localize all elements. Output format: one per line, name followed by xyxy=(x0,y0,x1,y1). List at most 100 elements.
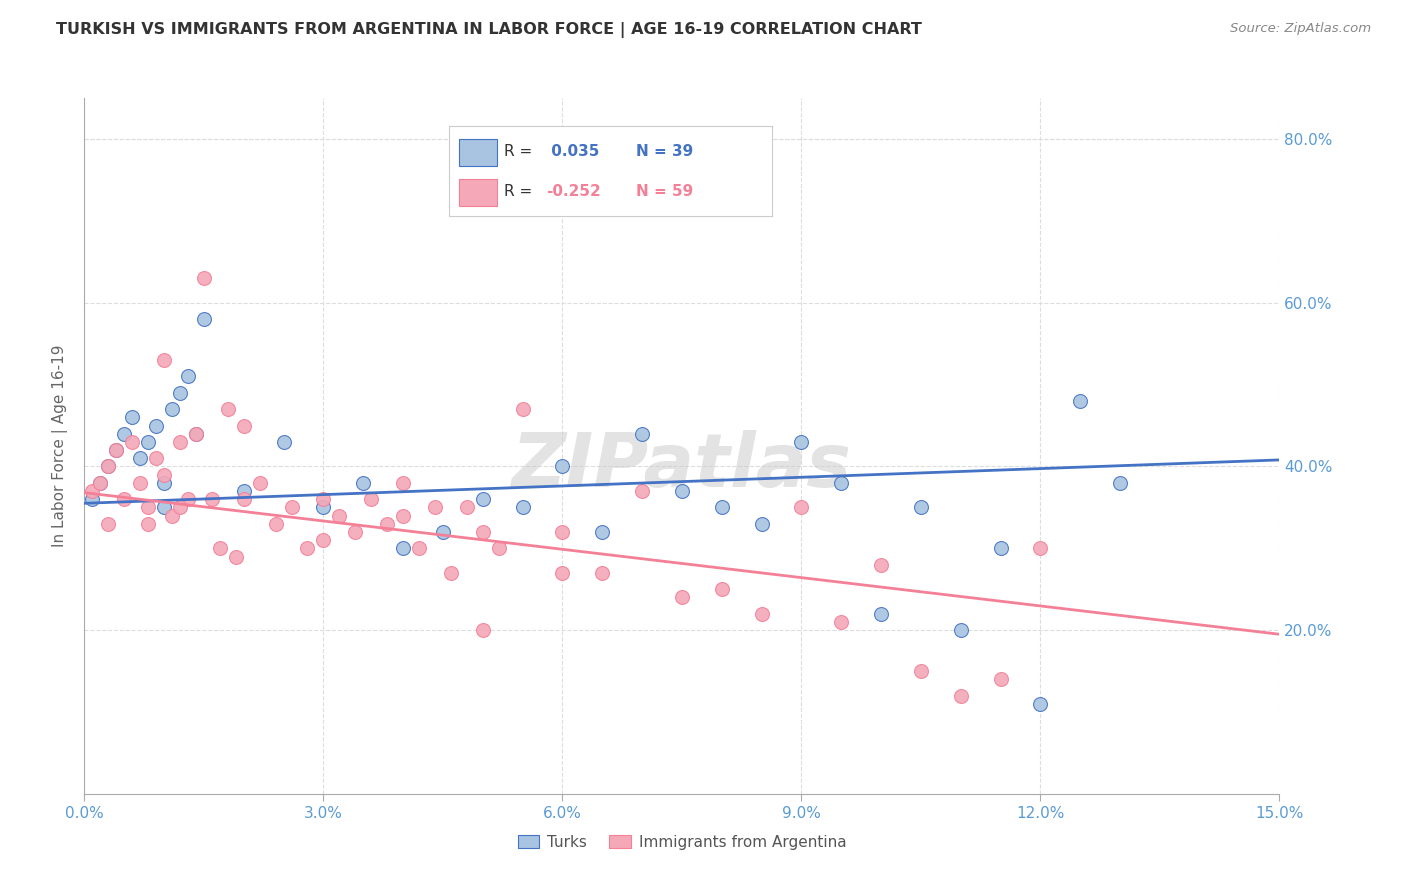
Point xyxy=(751,607,773,621)
Point xyxy=(184,426,207,441)
Point xyxy=(153,353,176,368)
Point xyxy=(990,673,1012,687)
Point xyxy=(1029,541,1052,556)
Point xyxy=(136,500,159,515)
Point xyxy=(990,541,1012,556)
Point xyxy=(121,410,143,425)
Point xyxy=(830,615,852,629)
Legend: Turks, Immigrants from Argentina: Turks, Immigrants from Argentina xyxy=(512,829,852,855)
Point xyxy=(232,483,254,498)
Point xyxy=(352,475,374,490)
Point xyxy=(145,418,167,433)
Point xyxy=(949,689,972,703)
Point xyxy=(97,516,120,531)
Point xyxy=(551,459,574,474)
Point xyxy=(456,500,478,515)
Point xyxy=(344,524,367,539)
Point xyxy=(790,500,813,515)
Point xyxy=(710,500,733,515)
Point xyxy=(136,516,159,531)
Point xyxy=(312,533,335,548)
Point xyxy=(591,566,613,580)
Point xyxy=(169,434,191,449)
Point xyxy=(160,402,183,417)
Point xyxy=(153,500,176,515)
Point xyxy=(153,475,176,490)
Point xyxy=(328,508,350,523)
Point xyxy=(225,549,247,564)
Point xyxy=(217,402,239,417)
Point xyxy=(112,492,135,507)
Point xyxy=(169,500,191,515)
Point xyxy=(105,443,128,458)
Point xyxy=(910,664,932,678)
Point xyxy=(121,434,143,449)
Point xyxy=(870,607,893,621)
Point xyxy=(870,558,893,572)
Point xyxy=(208,541,231,556)
Point xyxy=(631,426,654,441)
Point xyxy=(949,623,972,637)
Point xyxy=(392,475,415,490)
Text: Source: ZipAtlas.com: Source: ZipAtlas.com xyxy=(1230,22,1371,36)
Point xyxy=(392,508,415,523)
Point xyxy=(471,524,494,539)
Point xyxy=(160,508,183,523)
Point xyxy=(97,459,120,474)
Point xyxy=(312,492,335,507)
Point xyxy=(375,516,398,531)
Point xyxy=(1029,697,1052,711)
Point xyxy=(232,418,254,433)
Y-axis label: In Labor Force | Age 16-19: In Labor Force | Age 16-19 xyxy=(52,344,67,548)
Point xyxy=(177,369,200,384)
Point xyxy=(830,475,852,490)
Point xyxy=(1109,475,1132,490)
Point xyxy=(471,492,494,507)
Point xyxy=(193,312,215,326)
Point xyxy=(193,271,215,285)
Point xyxy=(201,492,224,507)
Point xyxy=(232,492,254,507)
Point xyxy=(591,524,613,539)
Point xyxy=(264,516,287,531)
Point xyxy=(408,541,430,556)
Point xyxy=(710,582,733,597)
Point xyxy=(145,451,167,466)
Point xyxy=(790,434,813,449)
Point xyxy=(273,434,295,449)
Point xyxy=(512,402,534,417)
Point xyxy=(97,459,120,474)
Point xyxy=(392,541,415,556)
Text: TURKISH VS IMMIGRANTS FROM ARGENTINA IN LABOR FORCE | AGE 16-19 CORRELATION CHAR: TURKISH VS IMMIGRANTS FROM ARGENTINA IN … xyxy=(56,22,922,38)
Point xyxy=(1069,394,1091,409)
Point xyxy=(136,434,159,449)
Point xyxy=(112,426,135,441)
Point xyxy=(432,524,454,539)
Point xyxy=(105,443,128,458)
Point xyxy=(129,475,152,490)
Point xyxy=(184,426,207,441)
Point xyxy=(177,492,200,507)
Point xyxy=(89,475,111,490)
Point xyxy=(280,500,302,515)
Point xyxy=(312,500,335,515)
Point xyxy=(751,516,773,531)
Point xyxy=(631,483,654,498)
Point xyxy=(82,492,104,507)
Point xyxy=(488,541,510,556)
Point xyxy=(671,591,693,605)
Point xyxy=(671,483,693,498)
Point xyxy=(82,483,104,498)
Point xyxy=(440,566,463,580)
Point xyxy=(297,541,319,556)
Point xyxy=(423,500,446,515)
Point xyxy=(471,623,494,637)
Point xyxy=(551,524,574,539)
Point xyxy=(249,475,271,490)
Text: ZIPatlas: ZIPatlas xyxy=(512,430,852,503)
Point xyxy=(551,566,574,580)
Point xyxy=(512,500,534,515)
Point xyxy=(153,467,176,482)
Point xyxy=(169,385,191,400)
Point xyxy=(360,492,382,507)
